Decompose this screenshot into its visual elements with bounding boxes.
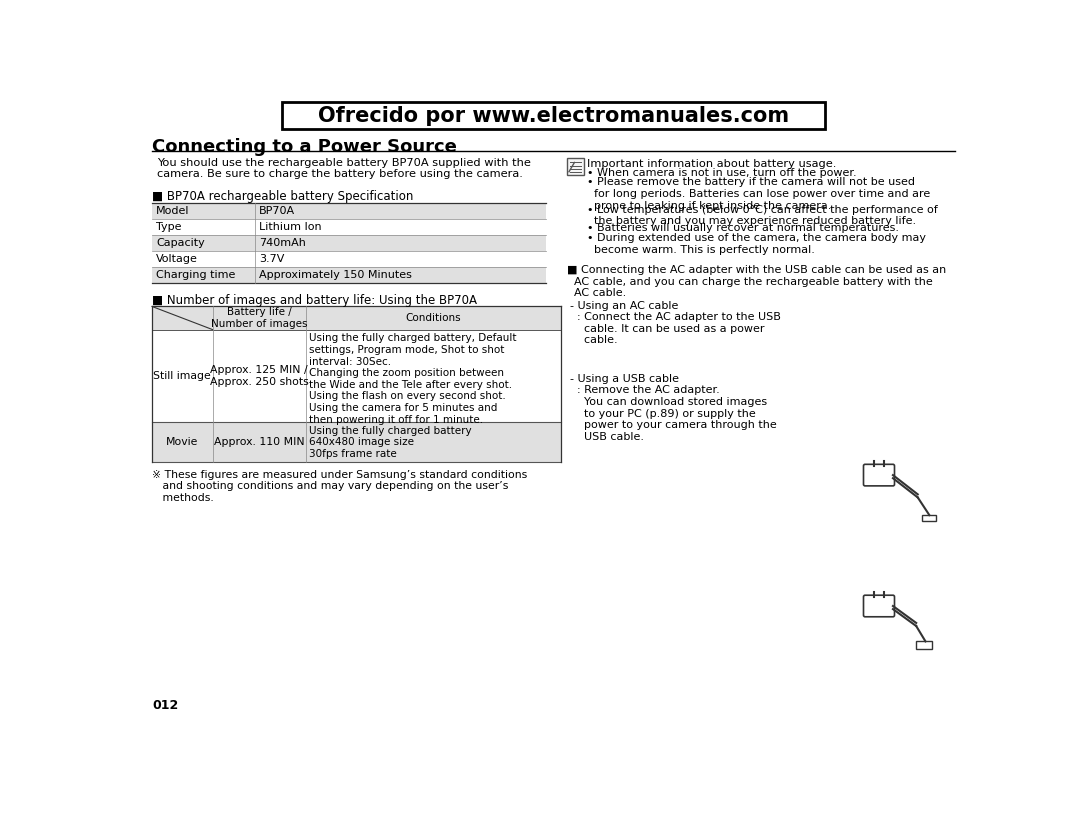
Text: Charging time: Charging time [156,271,235,280]
Text: ※ These figures are measured under Samsung’s standard conditions
   and shooting: ※ These figures are measured under Samsu… [152,469,527,503]
Text: Type: Type [156,222,181,231]
Text: Conditions: Conditions [406,313,461,323]
Bar [916,641,932,649]
Text: Battery life /
Number of images: Battery life / Number of images [211,307,307,328]
Bar [152,251,545,267]
Text: ■ Connecting the AC adapter with the USB cable can be used as an
  AC cable, and: ■ Connecting the AC adapter with the USB… [567,265,946,298]
Text: 012: 012 [152,699,178,712]
Text: • Batteries will usually recover at normal temperatures.: • Batteries will usually recover at norm… [586,223,899,233]
Text: 3.7V: 3.7V [259,254,284,264]
Text: • When camera is not in use, turn off the power.: • When camera is not in use, turn off th… [586,168,856,178]
Text: 740mAh: 740mAh [259,238,306,248]
Text: • Please remove the battery if the camera will not be used
  for long periods. B: • Please remove the battery if the camer… [586,178,930,211]
Text: Voltage: Voltage [156,254,198,264]
Bar [152,267,545,284]
Bar [152,422,562,462]
Text: Movie: Movie [166,437,199,447]
Text: You should use the rechargeable battery BP70A supplied with the
camera. Be sure : You should use the rechargeable battery … [157,158,530,179]
Bar [282,102,825,130]
Text: ■ BP70A rechargeable battery Specification: ■ BP70A rechargeable battery Specificati… [152,190,414,203]
Text: BP70A: BP70A [259,205,295,216]
Text: Using the fully charged battery, Default
settings, Program mode, Shot to shot
in: Using the fully charged battery, Default… [309,333,517,425]
Text: • During extended use of the camera, the camera body may
  become warm. This is : • During extended use of the camera, the… [586,233,926,254]
FancyBboxPatch shape [864,465,894,486]
Text: - Using an AC cable
  : Connect the AC adapter to the USB
    cable. It can be u: - Using an AC cable : Connect the AC ada… [570,301,781,346]
Text: Model: Model [156,205,189,216]
FancyBboxPatch shape [864,595,894,617]
Text: Approx. 110 MIN: Approx. 110 MIN [214,437,305,447]
Bar [921,515,935,522]
Text: Approximately 150 Minutes: Approximately 150 Minutes [259,271,411,280]
Text: Using the fully charged battery
640x480 image size
30fps frame rate: Using the fully charged battery 640x480 … [309,425,472,459]
Bar [152,202,545,218]
Bar [152,218,545,235]
Text: Important information about battery usage.: Important information about battery usag… [586,159,836,169]
Text: - Using a USB cable
  : Remove the AC adapter.
    You can download stored image: - Using a USB cable : Remove the AC adap… [570,374,777,442]
Text: • Low temperatures (below 0°C) can affect the performance of
  the battery and y: • Low temperatures (below 0°C) can affec… [586,205,937,227]
Bar [152,329,562,422]
Bar [152,235,545,251]
Text: Ofrecido por www.electromanuales.com: Ofrecido por www.electromanuales.com [318,105,789,126]
Text: Approx. 125 MIN /
Approx. 250 shots: Approx. 125 MIN / Approx. 250 shots [210,365,309,386]
Text: Still image: Still image [153,371,212,381]
Text: ■ Number of images and battery life: Using the BP70A: ■ Number of images and battery life: Usi… [152,294,477,307]
Bar [152,306,562,329]
Text: Capacity: Capacity [156,238,205,248]
Text: Lithium Ion: Lithium Ion [259,222,322,231]
Bar [567,158,583,174]
Text: Connecting to a Power Source: Connecting to a Power Source [152,138,457,156]
